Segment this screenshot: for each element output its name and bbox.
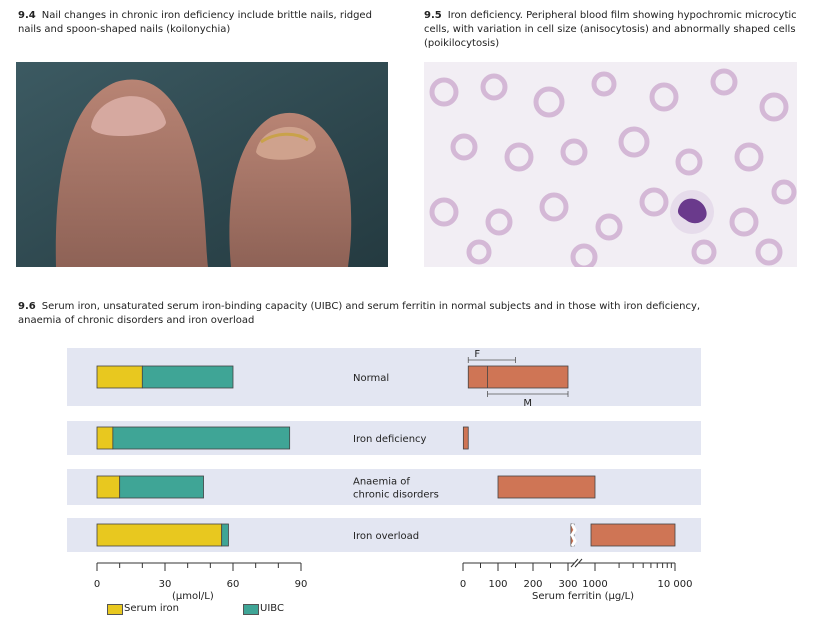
fig-9-6-text: Serum iron, unsaturated serum iron-bindi… bbox=[18, 301, 701, 326]
category-label-2-0: Anaemia of bbox=[353, 477, 410, 488]
fig-9-4-number: 9.4 bbox=[18, 10, 36, 21]
legend-uibc-swatch bbox=[243, 604, 259, 615]
category-label-0-0: Normal bbox=[353, 373, 389, 384]
bar-ferritin-3-b bbox=[590, 523, 676, 547]
left-axis-tick-label-1: 30 bbox=[159, 579, 172, 590]
fig-9-6-caption: 9.6 Serum iron, unsaturated serum iron-bi… bbox=[18, 300, 718, 328]
fig-9-4-text: Nail changes in chronic iron deficiency … bbox=[18, 10, 372, 35]
right-axis-break-b bbox=[574, 558, 583, 568]
fig-9-5-caption: 9.5 Iron deficiency. Peripheral blood fil… bbox=[424, 9, 804, 51]
bar-uibc-3 bbox=[221, 523, 229, 547]
right-axis-tick-label-0: 0 bbox=[460, 579, 466, 590]
range-M-label: M bbox=[523, 398, 532, 409]
fig-9-4-caption: 9.4 Nail changes in chronic iron deficien… bbox=[18, 9, 378, 37]
right-axis-tick-label-4: 1000 bbox=[582, 579, 607, 590]
bar-serum-iron-3 bbox=[96, 523, 223, 547]
ferritin-break-3 bbox=[570, 523, 577, 547]
bar-ferritin-2 bbox=[497, 475, 596, 499]
bar-serum-iron-0 bbox=[96, 365, 143, 389]
right-axis-tick-label-2: 200 bbox=[523, 579, 542, 590]
blood-film-photo bbox=[424, 62, 797, 267]
right-axis-label: Serum ferritin (µg/L) bbox=[532, 591, 635, 602]
right-axis-break-a bbox=[570, 558, 579, 568]
category-label-2-1: chronic disorders bbox=[353, 490, 439, 501]
legend-uibc-label: UIBC bbox=[260, 603, 284, 614]
left-axis-tick-label-2: 60 bbox=[227, 579, 240, 590]
bar-serum-iron-1 bbox=[96, 426, 114, 450]
left-axis-tick-label-0: 0 bbox=[94, 579, 100, 590]
left-axis-unit: (µmol/L) bbox=[172, 591, 214, 602]
right-axis-tick-label-1: 100 bbox=[488, 579, 507, 590]
right-axis-tick-label-3: 300 bbox=[558, 579, 577, 590]
fig-9-5-text: Iron deficiency. Peripheral blood film s… bbox=[424, 10, 797, 49]
nail-photo bbox=[16, 62, 388, 267]
bar-uibc-1 bbox=[112, 426, 291, 450]
bar-uibc-2 bbox=[119, 475, 204, 499]
range-F-label: F bbox=[474, 349, 480, 360]
bar-ferritin-0 bbox=[467, 365, 569, 389]
legend-serum-iron-label: Serum iron bbox=[124, 603, 179, 614]
category-label-1-0: Iron deficiency bbox=[353, 434, 427, 445]
bar-ferritin-1 bbox=[462, 426, 469, 450]
bar-serum-iron-2 bbox=[96, 475, 121, 499]
left-axis-tick-label-3: 90 bbox=[295, 579, 308, 590]
right-axis-tick-label-5: 10 000 bbox=[658, 579, 693, 590]
fig-9-6-number: 9.6 bbox=[18, 301, 36, 312]
category-label-3-0: Iron overload bbox=[353, 531, 419, 542]
fig-9-5-number: 9.5 bbox=[424, 10, 442, 21]
legend-serum-iron-swatch bbox=[107, 604, 123, 615]
bar-uibc-0 bbox=[141, 365, 234, 389]
